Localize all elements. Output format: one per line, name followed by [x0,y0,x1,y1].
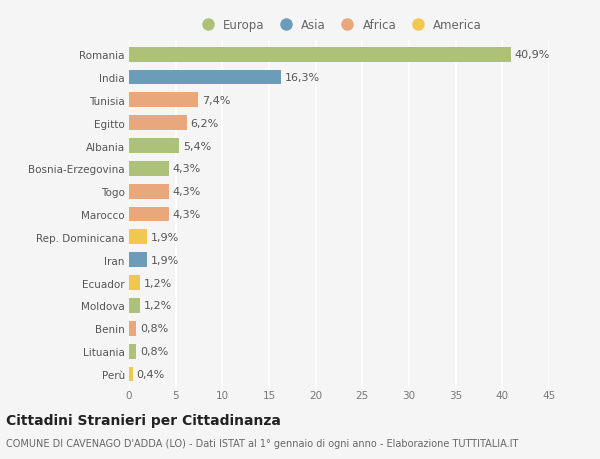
Bar [129,207,169,222]
Bar [129,321,136,336]
Text: Cittadini Stranieri per Cittadinanza: Cittadini Stranieri per Cittadinanza [6,413,281,427]
Bar [129,116,187,131]
Bar [129,253,147,268]
Text: 4,3%: 4,3% [173,210,201,219]
Bar [129,70,281,85]
Text: 0,8%: 0,8% [140,347,169,356]
Bar [129,139,179,154]
Text: 4,3%: 4,3% [173,187,201,197]
Bar [129,185,169,199]
Bar [129,275,140,291]
Bar [129,230,147,245]
Text: 16,3%: 16,3% [285,73,320,83]
Text: 1,2%: 1,2% [144,301,172,311]
Bar [129,367,133,381]
Bar [129,162,169,176]
Text: 5,4%: 5,4% [183,141,211,151]
Text: 1,2%: 1,2% [144,278,172,288]
Text: 0,8%: 0,8% [140,324,169,334]
Text: 7,4%: 7,4% [202,95,230,106]
Text: 1,9%: 1,9% [151,232,179,242]
Text: 4,3%: 4,3% [173,164,201,174]
Text: 0,4%: 0,4% [136,369,165,379]
Text: 1,9%: 1,9% [151,255,179,265]
Text: COMUNE DI CAVENAGO D'ADDA (LO) - Dati ISTAT al 1° gennaio di ogni anno - Elabora: COMUNE DI CAVENAGO D'ADDA (LO) - Dati IS… [6,438,518,448]
Text: 6,2%: 6,2% [191,118,219,129]
Text: 40,9%: 40,9% [514,50,550,60]
Bar [129,48,511,62]
Bar [129,344,136,359]
Bar [129,298,140,313]
Legend: Europa, Asia, Africa, America: Europa, Asia, Africa, America [196,19,482,32]
Bar [129,93,198,108]
